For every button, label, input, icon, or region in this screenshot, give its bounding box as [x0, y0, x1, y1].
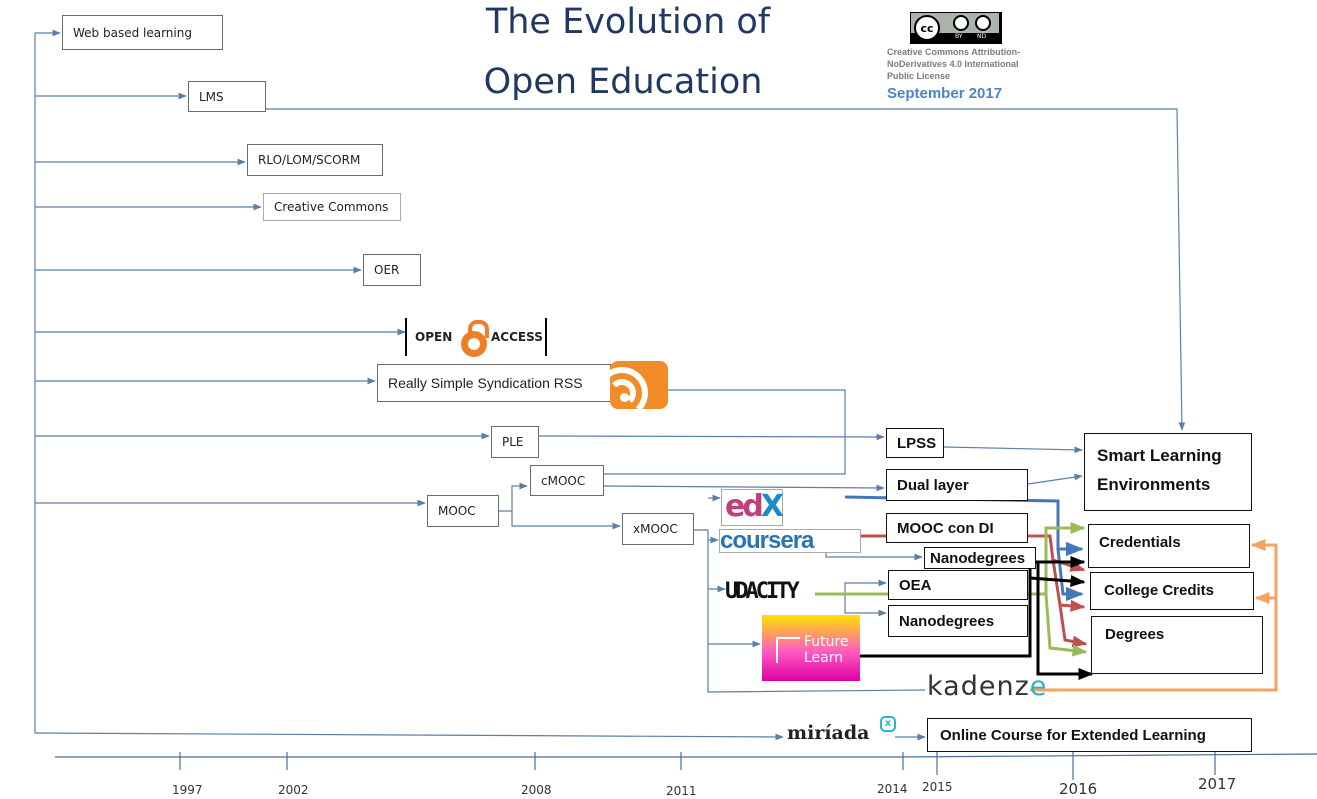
- node-degrees: Degrees: [1091, 616, 1263, 674]
- node-xmooc: xMOOC: [622, 513, 694, 545]
- kadenze-main: kadenz: [927, 671, 1030, 702]
- year-2014: 2014: [877, 782, 908, 796]
- edx-d: d: [742, 489, 764, 524]
- node-creative-commons: Creative Commons: [263, 193, 401, 221]
- node-lms: LMS: [188, 81, 266, 112]
- futurelearn-line1: Future: [804, 634, 849, 650]
- year-1997: 1997: [172, 783, 203, 797]
- node-rlo-lom-scorm: RLO/LOM/SCORM: [247, 144, 383, 176]
- node-oer: OER: [363, 254, 421, 286]
- node-credentials: Credentials: [1088, 524, 1250, 568]
- edx-logo: edX: [721, 489, 784, 526]
- cc-nd-label: ND: [977, 33, 987, 40]
- license-line-1: Creative Commons Attribution-: [887, 47, 1021, 57]
- coursera-logo: coursera: [719, 529, 861, 553]
- node-ple: PLE: [491, 426, 539, 458]
- timeline-axis: [55, 752, 1317, 780]
- udacity-logo: UDACITY: [725, 579, 800, 604]
- node-web-based-learning: Web based learning: [62, 15, 223, 50]
- cc-license-badge: cc BY ND: [910, 12, 1002, 44]
- orange-arrows: [1030, 539, 1278, 692]
- miriada-badge-icon: x: [880, 716, 896, 732]
- license-line-3: Public License: [887, 71, 951, 81]
- license-line-2: NoDerivatives 4.0 International: [887, 59, 1019, 69]
- open-access-left-text: OPEN: [415, 330, 453, 344]
- noderivs-icon: [975, 15, 991, 31]
- node-oea: OEA: [888, 570, 1028, 600]
- attribution-icon: [953, 15, 969, 31]
- edx-x: X: [760, 489, 784, 524]
- node-nanodegrees-coursera: Nanodegrees: [924, 547, 1036, 569]
- node-rss: Really Simple Syndication RSS: [377, 364, 611, 402]
- year-2017: 2017: [1198, 775, 1237, 793]
- year-2016: 2016: [1059, 780, 1098, 798]
- black-arrows: [860, 556, 1094, 680]
- year-2002: 2002: [278, 783, 309, 797]
- node-online-course-extended-learning: Online Course for Extended Learning: [927, 718, 1252, 752]
- node-smart-learning-environments: Smart Learning Environments: [1084, 433, 1252, 511]
- node-lpss: LPSS: [886, 428, 944, 458]
- cc-by-label: BY: [955, 33, 963, 40]
- edx-e: e: [725, 489, 745, 524]
- license-date: September 2017: [887, 85, 1003, 102]
- cc-circle-icon: cc: [914, 15, 940, 41]
- miriada-logo: miríada: [787, 722, 870, 744]
- diagram-title-line2: Open Education: [483, 62, 763, 102]
- node-mooc-con-di: MOOC con DI: [886, 513, 1028, 543]
- open-access-logo: OPEN ACCESS: [405, 318, 547, 357]
- futurelearn-line2: Learn: [804, 650, 844, 666]
- rss-feed-icon: [610, 361, 668, 409]
- kadenze-logo: kadenze: [927, 671, 1047, 702]
- year-2008: 2008: [521, 783, 552, 797]
- year-2015: 2015: [922, 780, 953, 794]
- year-2011: 2011: [666, 784, 697, 798]
- futurelearn-stairs-icon: [776, 637, 800, 663]
- trunk-arrows: [34, 29, 1186, 741]
- node-nanodegrees-udacity: Nanodegrees: [888, 605, 1028, 637]
- node-cmooc: cMOOC: [530, 465, 604, 496]
- node-college-credits: College Credits: [1090, 572, 1254, 610]
- futurelearn-logo: Future Learn: [762, 615, 860, 681]
- open-lock-icon: [460, 320, 490, 357]
- open-access-right-text: ACCESS: [491, 330, 543, 344]
- kadenze-last: e: [1029, 671, 1048, 702]
- node-dual-layer: Dual layer: [886, 469, 1028, 501]
- diagram-title-line1: The Evolution of: [485, 2, 771, 42]
- node-mooc: MOOC: [427, 495, 499, 527]
